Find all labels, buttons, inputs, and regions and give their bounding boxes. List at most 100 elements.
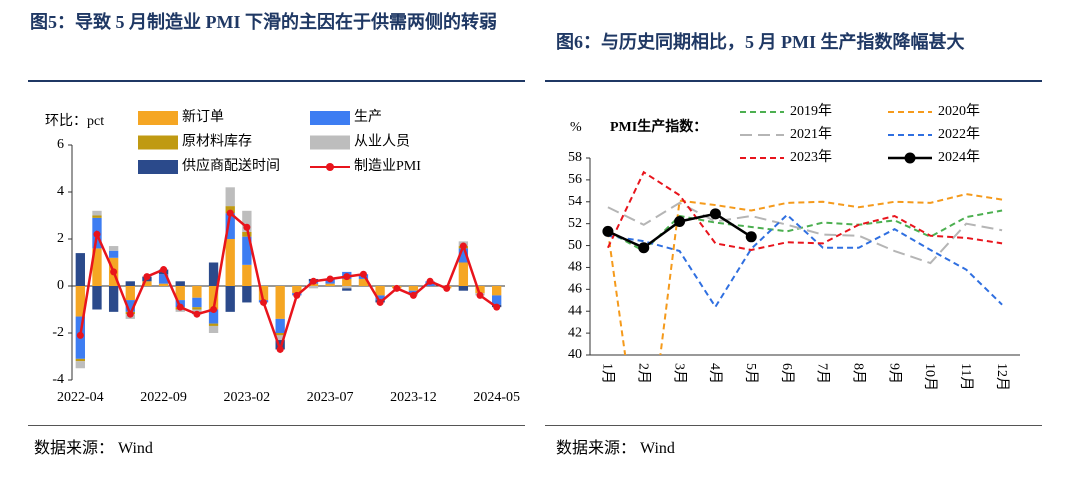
bar-segment xyxy=(142,281,152,286)
bar-segment xyxy=(408,290,419,294)
bar-segment xyxy=(275,340,285,350)
bar-segment xyxy=(92,215,102,218)
x-tick-label: 10月 xyxy=(922,363,938,391)
line xyxy=(607,170,1003,251)
point xyxy=(126,310,134,318)
legend-label: 生产 xyxy=(354,109,382,125)
point xyxy=(76,331,84,339)
bar-segment xyxy=(192,297,202,308)
bar-segment xyxy=(75,286,85,317)
legend-swatch xyxy=(310,111,350,125)
point xyxy=(443,284,451,292)
point xyxy=(276,345,284,353)
y-axis-label: % xyxy=(570,120,582,135)
bar-segment xyxy=(192,307,202,310)
point xyxy=(110,268,118,276)
x-tick-label: 8月 xyxy=(851,363,867,384)
bar-segment xyxy=(458,286,469,291)
legend-label: 原材料库存 xyxy=(182,134,252,150)
point xyxy=(309,277,317,285)
bar-segment xyxy=(308,283,319,286)
bar-segment xyxy=(108,250,119,258)
bar-segment xyxy=(75,361,85,369)
x-tick-label: 2022-09 xyxy=(140,390,187,405)
point xyxy=(459,242,467,250)
bar-segment xyxy=(408,286,419,291)
bar-segment xyxy=(108,246,119,251)
bar-segment xyxy=(375,286,385,296)
legend-label: 2021年 xyxy=(790,126,832,142)
bar-segment xyxy=(275,318,285,333)
y-tick-label: 46 xyxy=(568,282,582,297)
point xyxy=(426,277,434,285)
x-tick-label: 11月 xyxy=(958,363,974,390)
bar-segment xyxy=(242,236,252,265)
y-tick-label: 50 xyxy=(568,238,582,253)
bar-segment xyxy=(358,278,369,286)
line xyxy=(606,193,1003,355)
bar-segment xyxy=(225,286,235,312)
bar-segment xyxy=(225,187,235,207)
point xyxy=(176,303,184,311)
legend-label: 从业人员 xyxy=(354,134,410,150)
y-tick-label: 44 xyxy=(568,303,582,318)
legend-swatch xyxy=(310,135,350,150)
point xyxy=(260,298,268,306)
bar-segment xyxy=(158,274,169,284)
bar-segment xyxy=(242,264,252,286)
bar-segment xyxy=(92,210,102,216)
x-tick-label: 7月 xyxy=(815,363,831,384)
x-tick-label: 4月 xyxy=(707,363,723,384)
bar-segment xyxy=(342,278,352,286)
y-tick-label: 2 xyxy=(57,231,64,246)
bar-segment xyxy=(458,248,469,263)
bar-segment xyxy=(175,286,185,301)
bar-segment xyxy=(225,213,235,239)
x-tick-label: 2024-05 xyxy=(473,390,520,405)
legend-label: 2024年 xyxy=(938,149,980,165)
point xyxy=(674,215,686,227)
bar-segment xyxy=(208,325,219,333)
bar-segment xyxy=(92,286,102,310)
point xyxy=(143,273,151,281)
point xyxy=(393,284,401,292)
bar-segment xyxy=(192,286,202,298)
legend-swatch xyxy=(138,160,178,174)
chart-title: 图5：导致 5 月制造业 PMI 下滑的主因在于供需两侧的转弱 xyxy=(30,12,497,32)
x-tick-label: 9月 xyxy=(886,363,902,384)
y-axis-label: 环比：pct xyxy=(45,113,104,129)
bar-segment xyxy=(242,231,252,237)
point xyxy=(293,291,301,299)
title-rule xyxy=(545,80,1042,82)
bar-segment xyxy=(258,286,269,301)
y-tick-label: 42 xyxy=(568,325,582,340)
y-tick-label: 58 xyxy=(568,150,582,165)
bar-segment xyxy=(492,286,502,296)
point xyxy=(243,223,251,231)
legend-label: 新订单 xyxy=(182,109,224,125)
x-tick-label: 6月 xyxy=(779,363,795,384)
point xyxy=(343,273,351,281)
point xyxy=(326,275,334,283)
x-tick-label: 12月 xyxy=(994,363,1010,391)
legend-swatch xyxy=(138,135,178,150)
bar-segment xyxy=(458,262,469,286)
bar-segment xyxy=(175,281,185,286)
point xyxy=(409,291,417,299)
bar-segment xyxy=(108,286,119,312)
bar-segment xyxy=(92,248,102,286)
bar-segment xyxy=(208,262,219,286)
y-tick-label: 52 xyxy=(568,216,582,231)
y-tick-label: 0 xyxy=(57,278,64,293)
y-tick-label: 4 xyxy=(57,184,64,199)
x-tick-label: 2023-07 xyxy=(307,390,354,405)
bar-segment xyxy=(158,283,169,286)
line xyxy=(607,209,1003,253)
bar-segment xyxy=(192,309,202,312)
bar-segment xyxy=(342,286,352,289)
line xyxy=(607,201,1003,265)
legend-label: 2022年 xyxy=(938,126,980,142)
y-tick-label: 54 xyxy=(568,194,582,209)
title-rule xyxy=(28,80,525,82)
